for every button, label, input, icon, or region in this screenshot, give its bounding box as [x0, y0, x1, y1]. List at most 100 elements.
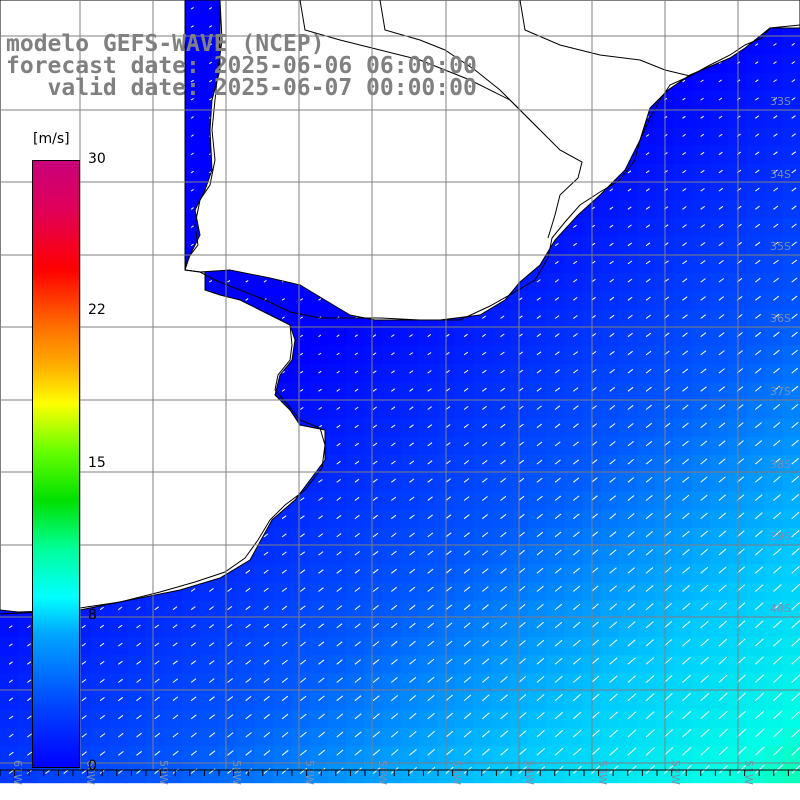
wind-arrow	[354, 749, 362, 756]
wind-arrow	[682, 512, 690, 520]
wind-arrow	[773, 403, 781, 410]
wind-arrow	[500, 694, 508, 702]
wind-arrow	[336, 406, 341, 410]
wind-arrow	[627, 531, 635, 538]
wind-arrow	[663, 693, 673, 702]
wind-arrow	[500, 405, 506, 410]
wind-arrow	[627, 386, 634, 392]
wind-arrow	[682, 296, 688, 301]
wind-arrow	[336, 442, 341, 447]
wind-arrow	[791, 42, 795, 46]
wind-arrow	[572, 693, 582, 702]
wind-arrow	[718, 440, 726, 447]
wind-arrow	[300, 352, 304, 356]
wind-arrow	[390, 514, 397, 520]
wind-cell	[782, 691, 800, 711]
wind-arrow	[463, 369, 469, 374]
wind-arrow	[609, 314, 615, 319]
wind-arrow	[755, 61, 759, 65]
wind-arrow	[372, 388, 377, 392]
wind-arrow	[518, 531, 525, 538]
wind-arrow	[481, 550, 489, 556]
wind-arrow	[536, 585, 544, 592]
wind-arrow	[627, 368, 634, 374]
wind-arrow	[481, 676, 490, 683]
map-title-model: modelo GEFS-WAVE (NCEP)	[6, 31, 325, 57]
wind-arrow	[609, 441, 616, 447]
wind-arrow	[682, 566, 691, 574]
wind-arrow	[700, 494, 708, 501]
wind-arrow	[281, 370, 285, 374]
wind-cell	[782, 273, 800, 292]
wind-arrow	[682, 260, 688, 265]
wind-arrow	[700, 656, 710, 665]
wind-arrow	[754, 602, 764, 611]
wind-arrow	[445, 442, 451, 447]
wind-arrow	[427, 532, 434, 538]
wind-arrow	[118, 660, 123, 665]
wind-arrow	[627, 242, 632, 247]
wind-arrow	[299, 767, 308, 774]
wind-arrow	[627, 549, 635, 556]
wind-arrow	[390, 568, 397, 574]
wind-arrow	[427, 478, 433, 483]
wind-arrow	[117, 714, 124, 720]
wind-arrow	[208, 714, 216, 720]
wind-arrow	[700, 332, 707, 338]
wind-arrow	[609, 531, 617, 538]
wind-arrow	[245, 714, 252, 720]
wind-arrow	[354, 659, 362, 665]
wind-arrow	[718, 386, 726, 392]
wind-arrow	[227, 750, 234, 756]
wind-arrow	[718, 476, 726, 483]
wind-arrow	[773, 61, 777, 65]
wind-arrow	[572, 675, 582, 683]
wind-arrow	[700, 620, 709, 629]
wind-arrow	[773, 476, 781, 483]
wind-arrow	[518, 730, 527, 738]
wind-arrow	[300, 406, 304, 410]
wind-cell	[782, 618, 800, 638]
wind-arrow	[336, 551, 342, 556]
wind-arrow	[700, 692, 710, 702]
wind-arrow	[609, 495, 617, 501]
wind-arrow	[8, 625, 13, 629]
wind-arrow	[536, 315, 541, 319]
wind-arrow	[354, 424, 359, 429]
wind-arrow	[627, 170, 632, 174]
latitude-label: 33S	[770, 95, 791, 108]
wind-arrow	[463, 405, 469, 410]
wind-arrow	[682, 440, 689, 447]
wind-cell	[782, 400, 800, 420]
wind-arrow	[682, 764, 692, 774]
wind-arrow	[99, 678, 105, 683]
wind-arrow	[409, 334, 413, 338]
wind-arrow	[627, 711, 637, 720]
wind-arrow	[718, 656, 728, 665]
wind-arrow	[391, 334, 395, 338]
wind-arrow	[336, 695, 344, 702]
wind-arrow	[609, 639, 618, 647]
wind-arrow	[318, 298, 322, 301]
wind-arrow	[536, 369, 542, 374]
wind-arrow	[154, 696, 160, 702]
wind-arrow	[463, 550, 471, 556]
wind-arrow	[390, 604, 398, 611]
wind-arrow	[445, 478, 452, 483]
wind-arrow	[773, 674, 783, 683]
wind-arrow	[755, 187, 760, 192]
wind-arrow	[536, 657, 545, 665]
wind-arrow	[554, 693, 563, 702]
wind-arrow	[755, 115, 759, 119]
wind-arrow	[445, 586, 453, 592]
wind-arrow	[500, 676, 508, 683]
wind-arrow	[554, 675, 563, 683]
wind-arrow	[427, 514, 434, 520]
wind-arrow	[281, 767, 289, 774]
wind-arrow	[245, 587, 251, 592]
wind-arrow	[536, 441, 543, 447]
wind-arrow	[554, 441, 561, 447]
wind-arrow	[718, 97, 723, 101]
wind-arrow	[299, 713, 307, 720]
wind-arrow	[463, 460, 470, 465]
